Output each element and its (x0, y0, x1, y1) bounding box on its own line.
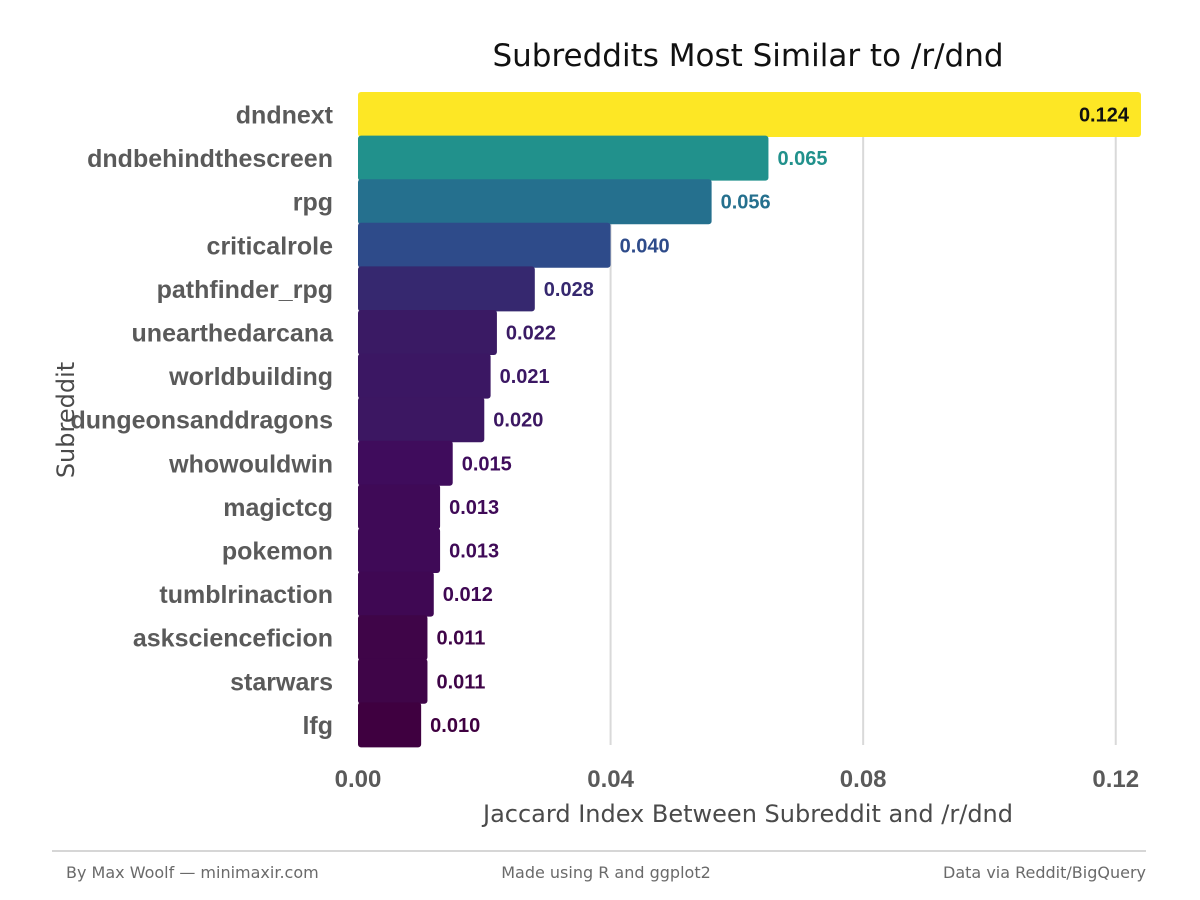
bar-criticalrole (358, 222, 611, 268)
category-label: dungeonsanddragons (71, 407, 334, 435)
category-label: criticalrole (207, 232, 334, 260)
y-axis-title: Subreddit (52, 362, 80, 478)
category-label: pokemon (222, 538, 333, 566)
bar-dungeonsanddragons (358, 397, 485, 443)
x-tick-label: 0.12 (1092, 766, 1139, 793)
x-tick-label: 0.04 (587, 766, 634, 793)
value-label: 0.011 (436, 628, 485, 650)
value-label: 0.013 (449, 541, 499, 563)
bar-starwars (358, 658, 428, 704)
bar-lfg (358, 702, 422, 748)
category-label: lfg (302, 712, 333, 740)
value-label: 0.065 (777, 148, 827, 170)
value-label: 0.013 (449, 497, 499, 519)
bar-tumblrinaction (358, 571, 434, 617)
category-label: dndnext (236, 102, 334, 130)
category-label: tumblrinaction (159, 581, 333, 609)
bar-pokemon (358, 528, 441, 573)
chart-title: Subreddits Most Similar to /r/dnd (492, 38, 1003, 74)
bar-pathfinder_rpg (358, 266, 535, 312)
bar-askscienceficion (358, 615, 428, 661)
value-label: 0.021 (500, 366, 550, 388)
value-label: 0.012 (443, 584, 493, 606)
value-label: 0.022 (506, 323, 556, 345)
value-label: 0.020 (493, 410, 543, 432)
x-tick-labels: 0.00 0.04 0.08 0.12 (335, 766, 1139, 793)
footer-credit: By Max Woolf — minimaxir.com (66, 863, 319, 882)
bar-dndbehindthescreen (358, 135, 769, 181)
category-label: askscienceficion (133, 625, 333, 653)
value-label: 0.124 (1079, 105, 1130, 127)
value-label: 0.011 (436, 671, 485, 693)
category-labels: dndnext dndbehindthescreen rpg criticalrole… (71, 102, 335, 740)
category-label: worldbuilding (168, 363, 333, 391)
value-label: 0.028 (544, 279, 594, 301)
footer-tool: Made using R and ggplot2 (501, 863, 711, 882)
category-label: pathfinder_rpg (157, 276, 333, 304)
bar-dndnext (358, 92, 1141, 137)
x-tick-label: 0.08 (840, 766, 887, 793)
value-label: 0.015 (462, 453, 512, 475)
bar-worldbuilding (358, 353, 491, 399)
category-label: dndbehindthescreen (87, 145, 333, 173)
value-labels: 0.124 0.065 0.056 0.040 0.028 0.022 0.021 0.020… (430, 105, 1130, 737)
bar-magictcg (358, 484, 441, 530)
category-label: starwars (230, 668, 333, 696)
category-label: rpg (293, 189, 333, 217)
bar-rpg (358, 179, 712, 225)
category-label: unearthedarcana (132, 320, 335, 348)
value-label: 0.040 (620, 235, 670, 257)
footer-source: Data via Reddit/BigQuery (943, 863, 1146, 882)
category-label: whowouldwin (168, 450, 333, 478)
x-tick-label: 0.00 (335, 766, 382, 793)
value-label: 0.010 (430, 715, 480, 737)
bar-unearthedarcana (358, 310, 497, 355)
bars (358, 92, 1141, 748)
x-axis-title: Jaccard Index Between Subreddit and /r/d… (481, 800, 1013, 828)
category-label: magictcg (223, 494, 333, 522)
bar-whowouldwin (358, 440, 453, 486)
value-label: 0.056 (721, 192, 771, 214)
